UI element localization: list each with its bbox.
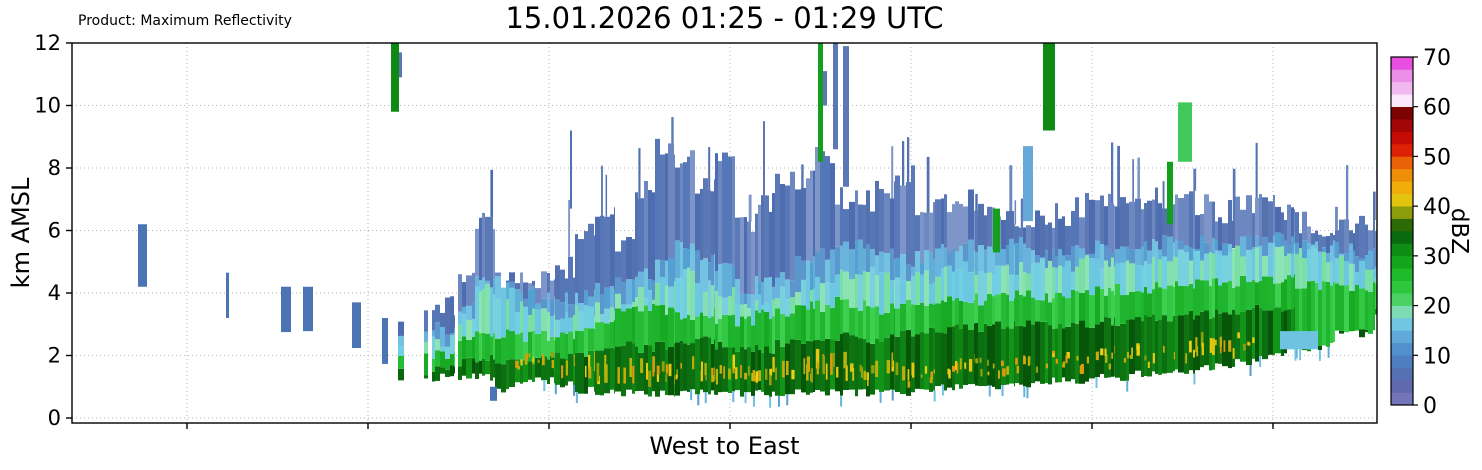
svg-text:40: 40: [1423, 195, 1451, 220]
axes: 0 2 4 6 8 10 12: [34, 31, 1378, 430]
reflectivity-data: [138, 43, 1377, 408]
svg-text:30: 30: [1423, 245, 1451, 270]
svg-text:8: 8: [48, 156, 61, 180]
svg-text:0: 0: [48, 406, 61, 430]
svg-text:10: 10: [1423, 344, 1451, 369]
svg-text:6: 6: [48, 219, 61, 243]
product-subtitle: Product: Maximum Reflectivity: [78, 13, 292, 29]
svg-text:12: 12: [34, 31, 61, 55]
svg-text:20: 20: [1423, 295, 1451, 320]
chart-title: 15.01.2026 01:25 - 01:29 UTC: [505, 1, 944, 35]
svg-text:2: 2: [48, 344, 61, 368]
svg-text:10: 10: [34, 94, 61, 118]
colorbar-label: dBZ: [1446, 207, 1472, 255]
svg-text:70: 70: [1423, 46, 1451, 71]
colorbar: 0 10 20 30 40 50 60 70: [1390, 46, 1451, 419]
y-axis-label: km AMSL: [7, 177, 35, 289]
x-axis-label: West to East: [649, 432, 800, 460]
svg-text:50: 50: [1423, 145, 1451, 170]
svg-text:60: 60: [1423, 96, 1451, 121]
svg-text:4: 4: [48, 281, 61, 305]
svg-text:0: 0: [1423, 394, 1437, 419]
